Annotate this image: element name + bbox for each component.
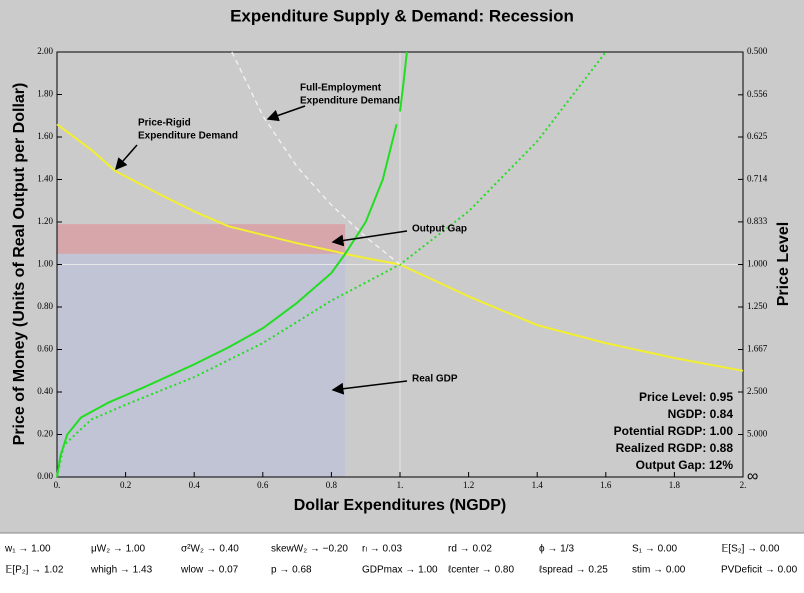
annotation: Output Gap bbox=[412, 224, 467, 235]
parameter-panel bbox=[0, 533, 804, 588]
y-tick-label: 0.80 bbox=[37, 301, 53, 311]
parameter: 𝔼[S₂] → 0.00 bbox=[721, 544, 780, 555]
y2-tick-label: 2.500 bbox=[747, 386, 768, 396]
parameter: stim → 0.00 bbox=[632, 565, 686, 576]
region bbox=[57, 224, 346, 254]
parameter: skewW₂ → −0.20 bbox=[271, 544, 348, 555]
annotation: Real GDP bbox=[412, 374, 458, 385]
stat: Price Level: 0.95 bbox=[639, 390, 733, 404]
y-tick-label: 0.40 bbox=[37, 386, 53, 396]
parameter: rd → 0.02 bbox=[448, 544, 492, 555]
parameter: p → 0.68 bbox=[271, 565, 312, 576]
parameter: ℓspread → 0.25 bbox=[539, 565, 608, 576]
annotation: Price-Rigid bbox=[138, 118, 191, 129]
x-tick-label: 0. bbox=[54, 480, 61, 490]
y2-tick-label: 0.833 bbox=[747, 216, 768, 226]
y2-tick-label: 1.250 bbox=[747, 301, 768, 311]
y-tick-label: 1.80 bbox=[37, 89, 53, 99]
annotation-arrow bbox=[331, 380, 408, 395]
y-tick-label: 0.20 bbox=[37, 429, 53, 439]
y-tick-label: 1.40 bbox=[37, 174, 53, 184]
x-tick-label: 0.8 bbox=[326, 480, 338, 490]
stat: Potential RGDP: 1.00 bbox=[614, 424, 734, 438]
curve bbox=[56, 123, 744, 372]
annotation: Full-Employment bbox=[300, 83, 382, 94]
chart-title: Expenditure Supply & Demand: Recession bbox=[230, 6, 574, 25]
parameter: w₁ → 1.00 bbox=[4, 544, 51, 555]
annotation-arrow bbox=[115, 144, 138, 171]
parameter: ℓcenter → 0.80 bbox=[448, 565, 514, 576]
y2-end-label: ∞ bbox=[747, 468, 758, 485]
parameter: GDPmax → 1.00 bbox=[362, 565, 438, 576]
x-tick-label: 0.6 bbox=[257, 480, 269, 490]
parameter: PVDeficit → 0.00 bbox=[721, 565, 798, 576]
annotation: Expenditure Demand bbox=[300, 96, 400, 107]
y2-tick-label: 0.625 bbox=[747, 131, 768, 141]
y2-tick-label: 0.556 bbox=[747, 89, 768, 99]
annotation: Expenditure Demand bbox=[138, 131, 238, 142]
stat: Realized RGDP: 0.88 bbox=[616, 441, 734, 455]
y2-tick-label: 0.714 bbox=[747, 173, 768, 183]
stat: Output Gap: 12% bbox=[636, 458, 734, 472]
annotation-arrow bbox=[266, 105, 306, 122]
parameter: μW₂ → 1.00 bbox=[91, 544, 146, 555]
x-tick-label: 1.2 bbox=[463, 480, 474, 490]
y2-axis-label: Price Level bbox=[775, 222, 792, 307]
y-tick-label: 1.20 bbox=[37, 216, 53, 226]
x-tick-label: 1.6 bbox=[600, 480, 612, 490]
annotation-arrow bbox=[331, 230, 408, 247]
parameter: 𝔼[P₂] → 1.02 bbox=[5, 565, 64, 576]
x-tick-label: 0.4 bbox=[189, 480, 201, 490]
y-tick-label: 1.60 bbox=[37, 131, 53, 141]
y2-tick-label: 5.000 bbox=[747, 429, 768, 439]
x-tick-label: 0.2 bbox=[120, 480, 131, 490]
x-tick-label: 1.8 bbox=[669, 480, 681, 490]
y2-tick-label: 1.000 bbox=[747, 259, 768, 269]
parameter: σ²W₂ → 0.40 bbox=[181, 544, 239, 555]
parameter: whigh → 1.43 bbox=[90, 565, 153, 576]
region bbox=[57, 253, 346, 477]
y2-tick-label: 0.500 bbox=[747, 46, 768, 56]
parameter: wlow → 0.07 bbox=[180, 565, 239, 576]
parameter: ϕ → 1/3 bbox=[539, 544, 574, 555]
y-tick-label: 0.00 bbox=[37, 471, 53, 481]
parameter: rₗ → 0.03 bbox=[362, 544, 402, 555]
parameter: S₁ → 0.00 bbox=[632, 544, 678, 555]
y-tick-label: 0.60 bbox=[37, 344, 53, 354]
y-tick-label: 2.00 bbox=[37, 46, 53, 56]
stat: NGDP: 0.84 bbox=[668, 407, 734, 421]
curve bbox=[56, 51, 607, 478]
y-axis-label: Price of Money (Units of Real Output per… bbox=[11, 83, 28, 446]
x-axis-label: Dollar Expenditures (NGDP) bbox=[294, 497, 506, 514]
y-tick-label: 1.00 bbox=[37, 259, 53, 269]
curve bbox=[231, 51, 401, 266]
x-tick-label: 2. bbox=[740, 480, 747, 490]
y2-tick-label: 1.667 bbox=[747, 344, 768, 354]
x-tick-label: 1.4 bbox=[532, 480, 544, 490]
x-tick-label: 1. bbox=[397, 480, 404, 490]
curve bbox=[56, 51, 408, 478]
